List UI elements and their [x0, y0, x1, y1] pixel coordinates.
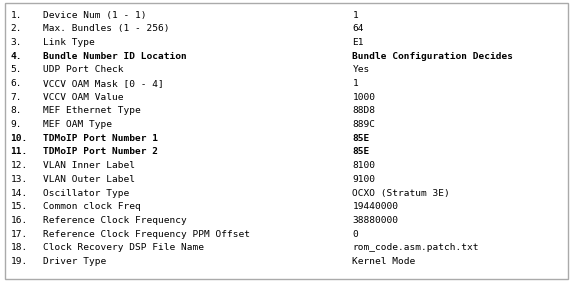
Text: E1: E1	[352, 38, 364, 47]
Text: 19440000: 19440000	[352, 202, 398, 211]
Text: TDMoIP Port Number 2: TDMoIP Port Number 2	[43, 147, 158, 157]
Text: 14.: 14.	[10, 189, 28, 197]
Text: 19.: 19.	[10, 257, 28, 266]
Text: Common clock Freq: Common clock Freq	[43, 202, 141, 211]
Text: 13.: 13.	[10, 175, 28, 184]
FancyBboxPatch shape	[5, 3, 568, 279]
Text: 1: 1	[352, 79, 358, 88]
Text: 3.: 3.	[10, 38, 22, 47]
Text: 38880000: 38880000	[352, 216, 398, 225]
Text: MEF Ethernet Type: MEF Ethernet Type	[43, 107, 141, 115]
Text: 0: 0	[352, 230, 358, 239]
Text: TDMoIP Port Number 1: TDMoIP Port Number 1	[43, 134, 158, 143]
Text: 2.: 2.	[10, 25, 22, 33]
Text: 4.: 4.	[10, 52, 22, 61]
Text: Bundle Number ID Location: Bundle Number ID Location	[43, 52, 187, 61]
Text: 10.: 10.	[10, 134, 28, 143]
Text: 88D8: 88D8	[352, 107, 375, 115]
Text: 9100: 9100	[352, 175, 375, 184]
Text: Yes: Yes	[352, 65, 370, 74]
Text: Reference Clock Frequency PPM Offset: Reference Clock Frequency PPM Offset	[43, 230, 250, 239]
Text: 5.: 5.	[10, 65, 22, 74]
Text: Reference Clock Frequency: Reference Clock Frequency	[43, 216, 187, 225]
Text: 85E: 85E	[352, 147, 370, 157]
Text: 6.: 6.	[10, 79, 22, 88]
Text: VCCV OAM Mask [0 - 4]: VCCV OAM Mask [0 - 4]	[43, 79, 164, 88]
Text: 889C: 889C	[352, 120, 375, 129]
Text: 16.: 16.	[10, 216, 28, 225]
Text: 7.: 7.	[10, 93, 22, 102]
Text: 8.: 8.	[10, 107, 22, 115]
Text: 64: 64	[352, 25, 364, 33]
Text: VCCV OAM Value: VCCV OAM Value	[43, 93, 123, 102]
Text: rom_code.asm.patch.txt: rom_code.asm.patch.txt	[352, 243, 479, 252]
Text: Kernel Mode: Kernel Mode	[352, 257, 415, 266]
Text: 85E: 85E	[352, 134, 370, 143]
Text: 1: 1	[352, 11, 358, 20]
Text: 8100: 8100	[352, 161, 375, 170]
Text: Clock Recovery DSP File Name: Clock Recovery DSP File Name	[43, 243, 204, 252]
Text: 1000: 1000	[352, 93, 375, 102]
Text: Max. Bundles (1 - 256): Max. Bundles (1 - 256)	[43, 25, 170, 33]
Text: 11.: 11.	[10, 147, 28, 157]
Text: Link Type: Link Type	[43, 38, 95, 47]
Text: UDP Port Check: UDP Port Check	[43, 65, 123, 74]
Text: 12.: 12.	[10, 161, 28, 170]
Text: Oscillator Type: Oscillator Type	[43, 189, 129, 197]
Text: 9.: 9.	[10, 120, 22, 129]
Text: Driver Type: Driver Type	[43, 257, 106, 266]
Text: MEF OAM Type: MEF OAM Type	[43, 120, 112, 129]
Text: 1.: 1.	[10, 11, 22, 20]
Text: VLAN Inner Label: VLAN Inner Label	[43, 161, 135, 170]
Text: Bundle Configuration Decides: Bundle Configuration Decides	[352, 52, 513, 61]
Text: Device Num (1 - 1): Device Num (1 - 1)	[43, 11, 147, 20]
Text: OCXO (Stratum 3E): OCXO (Stratum 3E)	[352, 189, 450, 197]
Text: 17.: 17.	[10, 230, 28, 239]
Text: 18.: 18.	[10, 243, 28, 252]
Text: VLAN Outer Label: VLAN Outer Label	[43, 175, 135, 184]
Text: 15.: 15.	[10, 202, 28, 211]
